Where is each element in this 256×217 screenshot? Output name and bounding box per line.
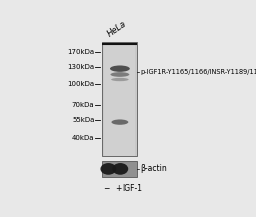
Text: +: + [115,184,122,193]
Text: 100kDa: 100kDa [67,81,94,87]
Bar [102,161,137,177]
Ellipse shape [111,119,128,125]
Ellipse shape [111,72,129,77]
Text: p-IGF1R-Y1165/1166/INSR-Y1189/1190: p-IGF1R-Y1165/1166/INSR-Y1189/1190 [140,69,256,75]
Text: HeLa: HeLa [105,19,128,39]
Text: β-actin: β-actin [140,164,167,173]
Ellipse shape [111,78,129,81]
Text: IGF-1: IGF-1 [122,184,142,193]
Ellipse shape [110,66,130,72]
Text: −: − [103,184,110,193]
Text: 40kDa: 40kDa [72,135,94,141]
Text: 170kDa: 170kDa [67,49,94,55]
Ellipse shape [112,163,128,175]
Text: 130kDa: 130kDa [67,64,94,70]
Bar [102,42,137,156]
Bar [104,44,135,156]
Text: 70kDa: 70kDa [72,102,94,108]
Ellipse shape [100,163,116,175]
Text: 55kDa: 55kDa [72,117,94,123]
